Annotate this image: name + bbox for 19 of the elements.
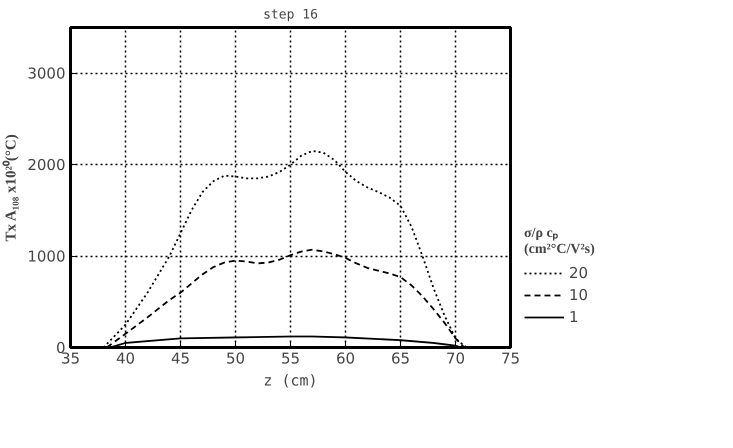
x-tick-label: 65 [390, 350, 410, 368]
legend-label: 20 [569, 264, 589, 282]
legend-label: 10 [569, 286, 589, 304]
y-tick-label: 3000 [27, 64, 66, 83]
x-tick-label: 50 [226, 350, 246, 368]
x-tick-label: 75 [500, 350, 520, 368]
y-tick-label: 0 [56, 339, 66, 357]
chart-title: step 16 [263, 8, 318, 22]
x-tick-label: 40 [116, 350, 136, 368]
x-tick-label: 60 [336, 350, 356, 368]
x-axis-title: z (cm) [263, 372, 318, 390]
legend-label: 1 [569, 308, 580, 326]
x-tick-label: 55 [280, 350, 300, 368]
legend-title: σ/ρ cₚ (cm²°C/V²s) [524, 224, 595, 258]
y-tick-label: 1000 [27, 248, 66, 266]
x-tick-label: 45 [170, 350, 190, 368]
y-tick-label: 2000 [27, 156, 66, 174]
x-tick-label: 70 [446, 350, 466, 368]
y-axis-title: Tx A₁₀₈ x10²⁰(°C) [1, 134, 20, 242]
